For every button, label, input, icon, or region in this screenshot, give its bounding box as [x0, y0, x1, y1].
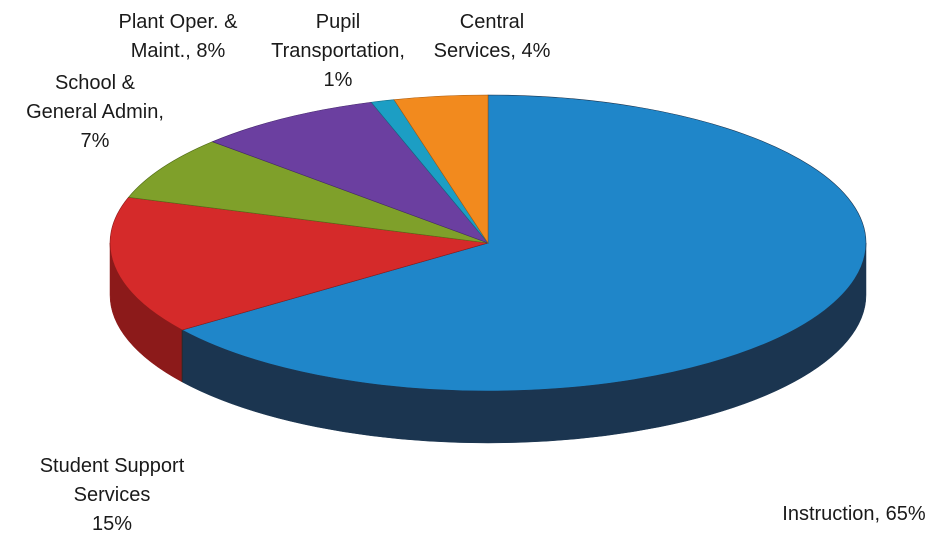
data-label-line: Transportation,	[271, 40, 405, 62]
data-label-line: 1%	[324, 69, 353, 91]
data-label-line: Services	[74, 484, 151, 506]
data-label-plant-oper-and-maint: Plant Oper. & Maint., 8%	[119, 11, 239, 62]
pie-label-layer: Instruction, 65% Student Support Services 1…	[26, 11, 926, 535]
data-label-line: Student Support	[40, 455, 185, 477]
pie-slice-plant-oper-and-maint	[211, 101, 489, 244]
data-label-pupil-transportation: Pupil Transportation, 1%	[271, 11, 405, 91]
data-label-school-and-general-admin: School & General Admin, 7%	[26, 72, 164, 152]
pie-slice-instruction	[181, 94, 867, 392]
data-label-line: Services, 4%	[434, 40, 551, 62]
data-label-line: Pupil	[316, 11, 360, 33]
data-label-line: 15%	[92, 513, 132, 535]
data-label-line: Central	[460, 11, 524, 33]
data-label-line: Maint., 8%	[131, 40, 226, 62]
data-label-line: School &	[55, 72, 136, 94]
data-label-central-services: Central Services, 4%	[434, 11, 551, 62]
data-label-line: Plant Oper. &	[119, 11, 239, 33]
pie-slice-school-and-general-admin	[127, 141, 489, 244]
data-label-line: Instruction, 65%	[782, 503, 926, 525]
data-label-line: General Admin,	[26, 101, 164, 123]
pie-slice-central-services	[393, 94, 489, 245]
data-label-student-support-services: Student Support Services 15%	[40, 455, 185, 535]
pie-slice-student-support-services	[109, 196, 489, 331]
pie-top-layer	[109, 94, 867, 392]
data-label-line: 7%	[81, 130, 110, 152]
data-label-instruction: Instruction, 65%	[782, 503, 926, 525]
